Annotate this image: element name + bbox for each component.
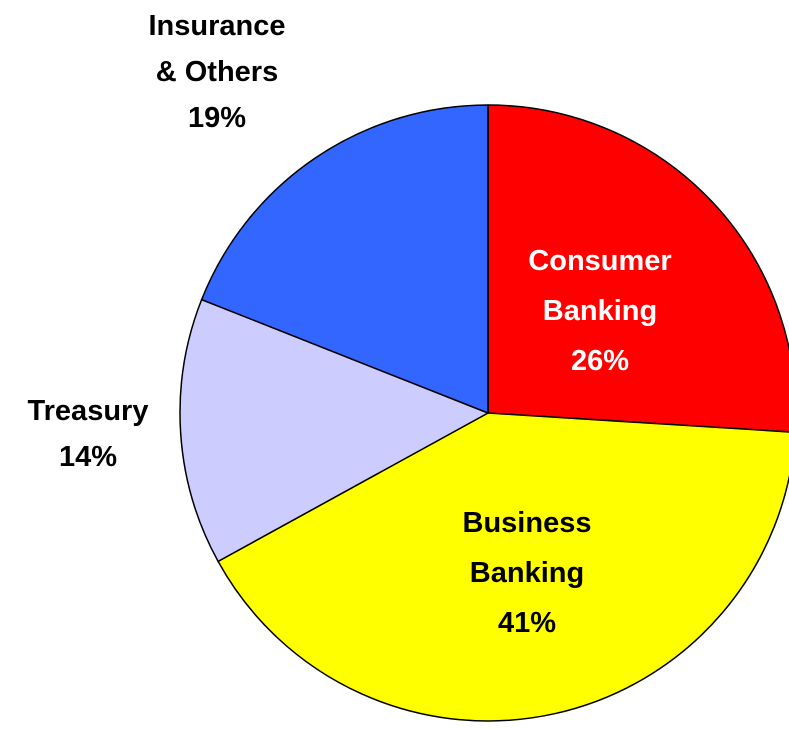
slice-label-insurance-others: Insurance & Others 19% xyxy=(149,10,286,134)
slice-label-line: Treasury xyxy=(28,395,149,427)
slice-label-business-banking: Business Banking 41% xyxy=(463,507,592,639)
pie-labels: Consumer Banking 26% Business Banking 41% Trea… xyxy=(28,10,672,639)
slice-label-line: Banking xyxy=(543,295,657,327)
slice-label-consumer-banking: Consumer Banking 26% xyxy=(528,245,671,377)
pie-slice-consumer-banking xyxy=(487,104,789,433)
pie-slice-business-banking xyxy=(217,412,789,722)
slice-value-label: 14% xyxy=(59,441,117,473)
slice-label-line: & Others xyxy=(156,56,278,88)
pie-slice-treasury xyxy=(179,298,490,563)
slice-label-treasury: Treasury 14% xyxy=(28,395,149,473)
slice-value-label: 41% xyxy=(498,607,556,639)
pie-slice-insurance-others xyxy=(200,104,489,415)
pie-slices xyxy=(179,104,789,722)
slice-value-label: 19% xyxy=(188,102,246,134)
slice-label-line: Banking xyxy=(470,557,584,589)
slice-label-line: Consumer xyxy=(528,245,671,277)
slice-value-label: 26% xyxy=(571,345,629,377)
slice-label-line: Business xyxy=(463,507,592,539)
slice-label-line: Insurance xyxy=(149,10,286,42)
